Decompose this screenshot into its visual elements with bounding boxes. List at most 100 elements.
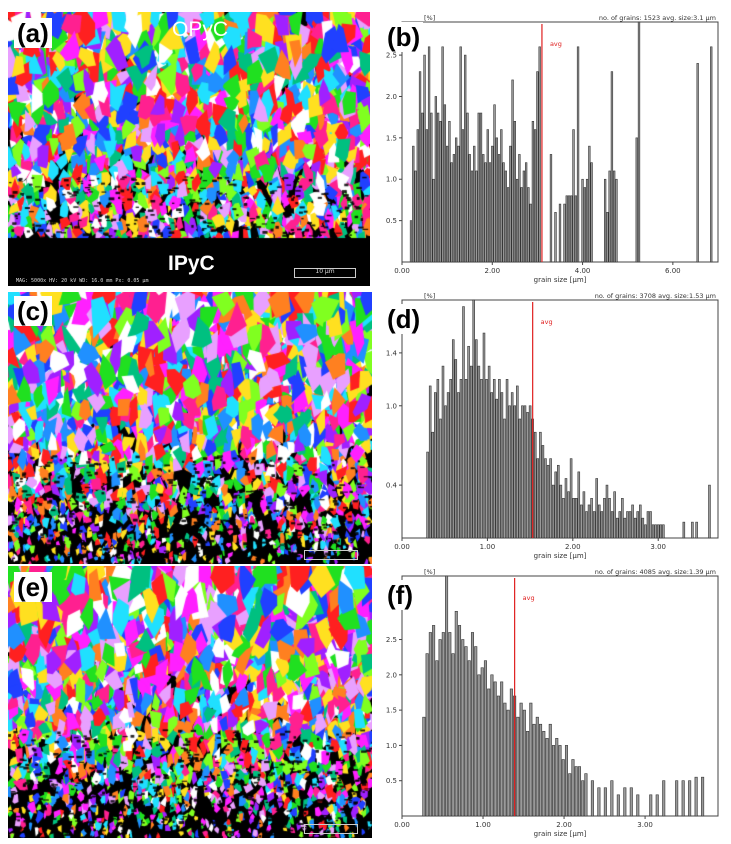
histogram-bar (571, 759, 575, 817)
histogram-bar (590, 780, 594, 817)
histogram-bar (558, 745, 562, 817)
histogram-bar (490, 392, 493, 539)
histogram-bar (557, 464, 560, 539)
histogram-bar (487, 365, 491, 539)
histogram-bar (441, 365, 445, 539)
histogram-bar (520, 187, 523, 263)
panel-label-f: (f) (384, 580, 416, 610)
ipyc-label: IPyC (168, 252, 215, 275)
histogram-bar (563, 203, 566, 263)
histogram-bar (459, 379, 463, 539)
histogram-bar (565, 195, 568, 263)
histogram-bar (425, 653, 429, 817)
histogram-bar (416, 129, 419, 263)
histogram-bar (439, 121, 442, 263)
histogram-bar (475, 339, 478, 539)
histogram-bar (646, 511, 650, 539)
histogram-f: no. of grains: 4085 avg. size:1.39 µm [%]… (386, 568, 719, 838)
x-axis-label: grain size [µm] (534, 276, 587, 284)
histogram-bar (452, 154, 456, 263)
histogram-bar (449, 379, 452, 539)
histogram-bar (459, 46, 462, 263)
histogram-bar (548, 723, 552, 817)
histogram-bar (513, 121, 517, 263)
histogram-bar (477, 365, 481, 539)
histogram-bar (585, 178, 589, 263)
histogram-bar (500, 681, 504, 817)
histogram-d: no. of grains: 3708 avg. size:1.53 µm [%]… (386, 292, 719, 560)
histogram-bar (473, 145, 476, 263)
histogram-bar (482, 332, 486, 539)
histogram-bar (688, 780, 692, 817)
panel-label-d: (d) (384, 304, 424, 334)
histogram-bar (654, 524, 657, 539)
histogram-bar (455, 137, 458, 263)
x-tick-label: 0.00 (394, 543, 410, 551)
histogram-bar (470, 632, 475, 817)
histogram-bar (583, 187, 586, 263)
histogram-bar (498, 379, 501, 539)
histogram-bar (439, 418, 442, 539)
histogram-bar (585, 511, 588, 539)
histogram-bar (526, 412, 529, 539)
histogram-bar (533, 431, 537, 539)
histogram-bar (468, 154, 471, 263)
x-tick-label: 3.00 (637, 821, 653, 829)
histogram-bar (538, 46, 541, 263)
histogram-bar (681, 780, 685, 817)
scale-bar (304, 824, 358, 834)
histogram-bar (515, 178, 519, 263)
histogram-bar (500, 129, 503, 263)
histogram-bar (572, 129, 575, 263)
histogram-bar (464, 646, 468, 817)
histogram-bar (518, 418, 522, 539)
histogram-bar (510, 392, 514, 539)
histogram-bar (421, 112, 424, 263)
histogram-bar (615, 178, 618, 263)
histogram-bar (576, 46, 580, 263)
histogram-bar (600, 511, 604, 539)
histogram-bar (549, 154, 553, 263)
histogram-bar (448, 121, 451, 263)
histogram-bar (484, 162, 487, 263)
histogram-bar (584, 773, 588, 817)
histogram-bar (496, 695, 500, 817)
histogram-bar (531, 121, 535, 263)
histogram-bar (426, 451, 429, 539)
histogram-bar (588, 145, 591, 263)
histogram-bar (623, 517, 627, 539)
histogram-bar (694, 776, 698, 817)
histogram-bar (567, 195, 571, 263)
scale-bar-label: 10 µm (315, 268, 335, 275)
histogram-bar (448, 632, 452, 817)
x-tick-label: 1.00 (475, 821, 491, 829)
histogram-bar (444, 405, 447, 539)
orientation-map-c-image (8, 292, 372, 564)
histogram-bar (623, 787, 627, 817)
histogram-bar (477, 112, 480, 263)
y-unit-label: [%] (424, 14, 435, 22)
histogram-bar (615, 517, 619, 539)
histogram-bar (521, 405, 524, 539)
panel-label-b: (b) (384, 22, 424, 52)
histogram-bar (462, 306, 465, 539)
histogram-bar (438, 639, 442, 817)
histogram-bar (708, 484, 711, 539)
x-tick-label: 3.00 (650, 543, 666, 551)
histogram-bar (675, 780, 679, 817)
histogram-bar (682, 521, 686, 539)
histogram-bar (598, 504, 601, 539)
histogram-bar (626, 511, 629, 539)
histogram-bar (477, 674, 481, 817)
histogram-bar (493, 681, 497, 817)
y-tick-label: 2.5 (386, 52, 397, 60)
avg-label: avg (523, 594, 535, 602)
histogram-bar (445, 145, 449, 263)
histogram-bar (522, 170, 526, 263)
scale-bar (304, 550, 358, 560)
histogram-bar (595, 478, 598, 539)
y-tick-label: 0.5 (386, 777, 397, 785)
histogram-bar (613, 170, 616, 263)
histogram-bar (436, 379, 440, 539)
histogram-bar (457, 145, 460, 263)
